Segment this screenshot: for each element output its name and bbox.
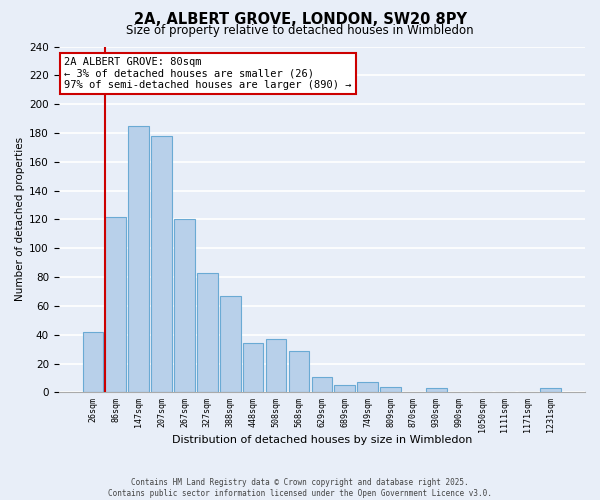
Text: Contains HM Land Registry data © Crown copyright and database right 2025.
Contai: Contains HM Land Registry data © Crown c…	[108, 478, 492, 498]
Bar	[541, 388, 561, 392]
Y-axis label: Number of detached properties: Number of detached properties	[15, 138, 25, 302]
Bar	[174, 220, 195, 392]
Bar	[128, 126, 149, 392]
X-axis label: Distribution of detached houses by size in Wimbledon: Distribution of detached houses by size …	[172, 435, 472, 445]
Text: 2A ALBERT GROVE: 80sqm
← 3% of detached houses are smaller (26)
97% of semi-deta: 2A ALBERT GROVE: 80sqm ← 3% of detached …	[64, 57, 352, 90]
Text: Size of property relative to detached houses in Wimbledon: Size of property relative to detached ho…	[126, 24, 474, 37]
Bar	[266, 339, 286, 392]
Bar	[358, 382, 378, 392]
Bar	[197, 273, 218, 392]
Bar	[380, 386, 401, 392]
Text: 2A, ALBERT GROVE, LONDON, SW20 8PY: 2A, ALBERT GROVE, LONDON, SW20 8PY	[133, 12, 467, 28]
Bar	[334, 385, 355, 392]
Bar	[311, 376, 332, 392]
Bar	[106, 216, 126, 392]
Bar	[220, 296, 241, 392]
Bar	[83, 332, 103, 392]
Bar	[151, 136, 172, 392]
Bar	[243, 344, 263, 392]
Bar	[289, 350, 309, 393]
Bar	[426, 388, 446, 392]
